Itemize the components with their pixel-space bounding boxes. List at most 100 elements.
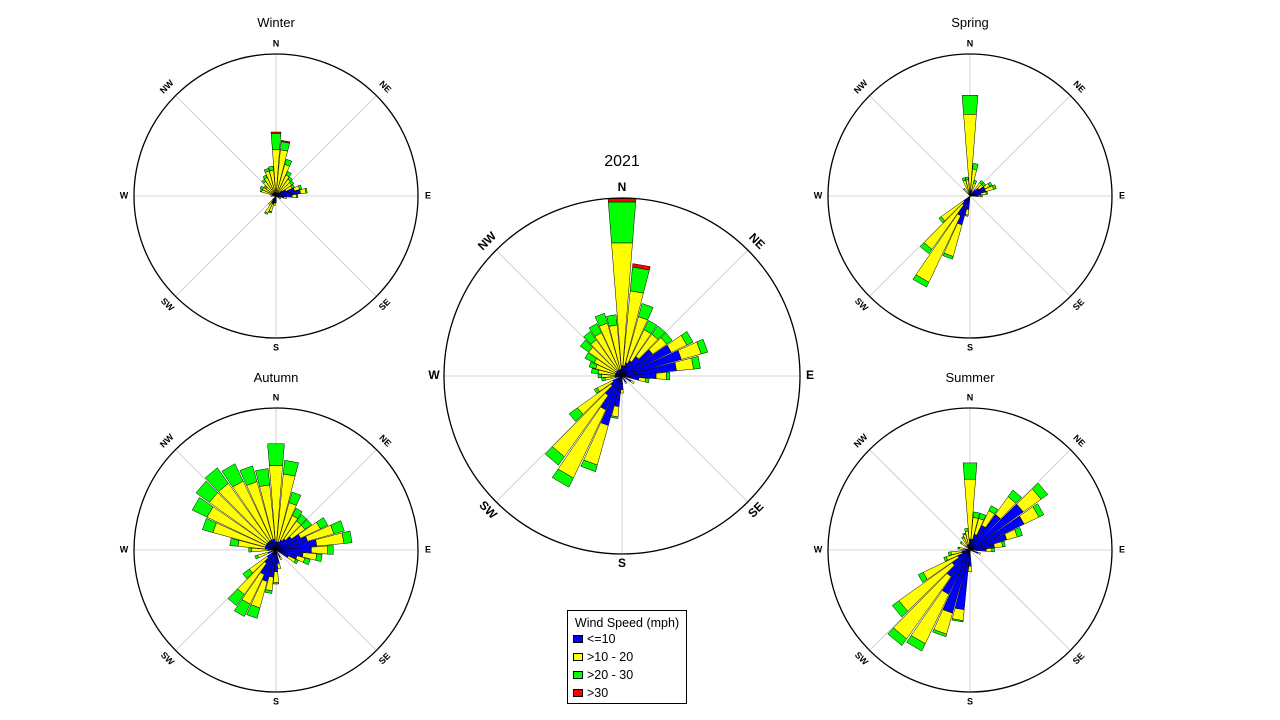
guide-line [275,195,377,297]
direction-label-ne: NE [746,230,768,252]
guide-line [969,195,1071,297]
guide-line [869,95,971,197]
direction-label-e: E [425,190,431,200]
legend-label-1: <=10 [587,632,616,646]
legend-swatch-1 [573,635,583,643]
wind-bar-segment [968,566,972,573]
wind-bar-segment [259,185,264,190]
chart-title: Summer [945,370,995,385]
guide-line [869,449,971,551]
direction-label-n: N [273,38,280,48]
wind-bar-segment [666,371,671,381]
wind-bar-segment [957,546,960,550]
direction-label-sw: SW [159,650,177,668]
wind-bar-segment [273,582,279,585]
wind-bar-segment [270,195,274,197]
wind-bar-segment [660,332,673,345]
direction-label-sw: SW [159,296,177,314]
direction-label-e: E [1119,544,1125,554]
wind-bar-segment [601,377,606,382]
wind-bar-segment [246,604,261,619]
wind-bar-segment [630,380,635,385]
direction-label-s: S [618,556,626,570]
guide-line [621,249,749,377]
wind-bar-segment [632,263,651,271]
wind-bar-segment [961,536,965,540]
legend-swatch-3 [573,671,583,679]
wind-bar-segment [263,168,270,173]
wind-bar-segment [330,520,345,535]
wind-bar-segment [961,177,966,182]
wind-bar-segment [917,571,928,583]
wind-bar-segment [977,551,981,555]
wind-bar-segment [284,158,293,167]
wind-bar-segment [594,312,608,327]
wind-bar-segment [588,323,602,337]
legend-label-2: >10 - 20 [587,650,634,664]
direction-label-se: SE [377,651,393,667]
wind-bar-segment [263,185,268,190]
wind-bar-segment [988,505,999,515]
direction-label-se: SE [377,297,393,313]
outer-ring [827,407,1113,693]
wind-bar-segment [233,599,251,617]
legend-swatch-4 [573,689,583,697]
wind-bar-segment [651,325,666,340]
wind-bar-segment [643,320,658,335]
wind-bar-segment [891,600,909,618]
wind-bar-segment [991,547,995,553]
wind-bar-segment [264,211,269,215]
direction-label-sw: SW [853,650,871,668]
wind-bar-segment [279,197,282,200]
wind-bar-segment [255,468,270,487]
direction-label-w: W [428,368,440,382]
direction-label-e: E [806,368,814,382]
wind-bar-segment [959,541,963,545]
wind-bar-segment [242,568,253,580]
wind-bar-segment [964,528,969,532]
wind-bar-segment [579,339,594,353]
legend-item-2: >10 - 20 [573,648,686,666]
legend-label-3: >20 - 30 [587,668,634,682]
wind-bar-segment [951,618,964,623]
chart-title: Winter [257,15,295,30]
wind-bar-segment [229,538,240,547]
direction-label-nw: NW [158,431,176,449]
guide-line [175,95,277,197]
wind-bar-segment [201,517,217,533]
wind-bar-segment [973,179,978,184]
direction-label-n: N [967,392,974,402]
wind-bar-segment [912,274,930,288]
wind-bar-segment [978,512,987,521]
wind-bar-segment [583,331,597,345]
wind-bar-segment [191,497,214,518]
direction-label-se: SE [745,499,766,520]
wind-bar-segment [204,467,229,492]
wind-bar-segment [680,331,694,346]
wind-rose-winter: N NE E SE S SW W NW Winter [120,15,431,352]
wind-bar-segment [696,338,709,355]
wind-bar-segment [887,627,907,646]
wind-bar-segment [655,372,667,380]
wind-bar-segment [608,201,636,244]
direction-label-nw: NW [475,229,500,254]
direction-label-sw: SW [853,296,871,314]
wind-bar-segment [938,216,946,224]
direction-label-s: S [967,342,973,352]
wind-bar-segment [597,373,602,379]
wind-bar-segment [964,214,969,217]
legend-label-4: >30 [587,686,609,700]
wind-bar-segment [302,557,311,566]
wind-bar-segment [568,407,584,422]
wind-bar-segment [221,463,244,488]
wind-bar-segment [283,196,288,200]
wind-bar-segment [629,266,650,294]
wind-bar-segment [992,184,997,190]
wind-bar-segment [584,352,597,364]
wind-bar-segment [638,377,647,383]
direction-label-ne: NE [377,79,393,95]
wind-bar-segment [961,95,979,115]
wind-rose-summer: N NE E SE S SW W NW Summer [814,370,1125,706]
wind-bar-segment [906,635,926,652]
